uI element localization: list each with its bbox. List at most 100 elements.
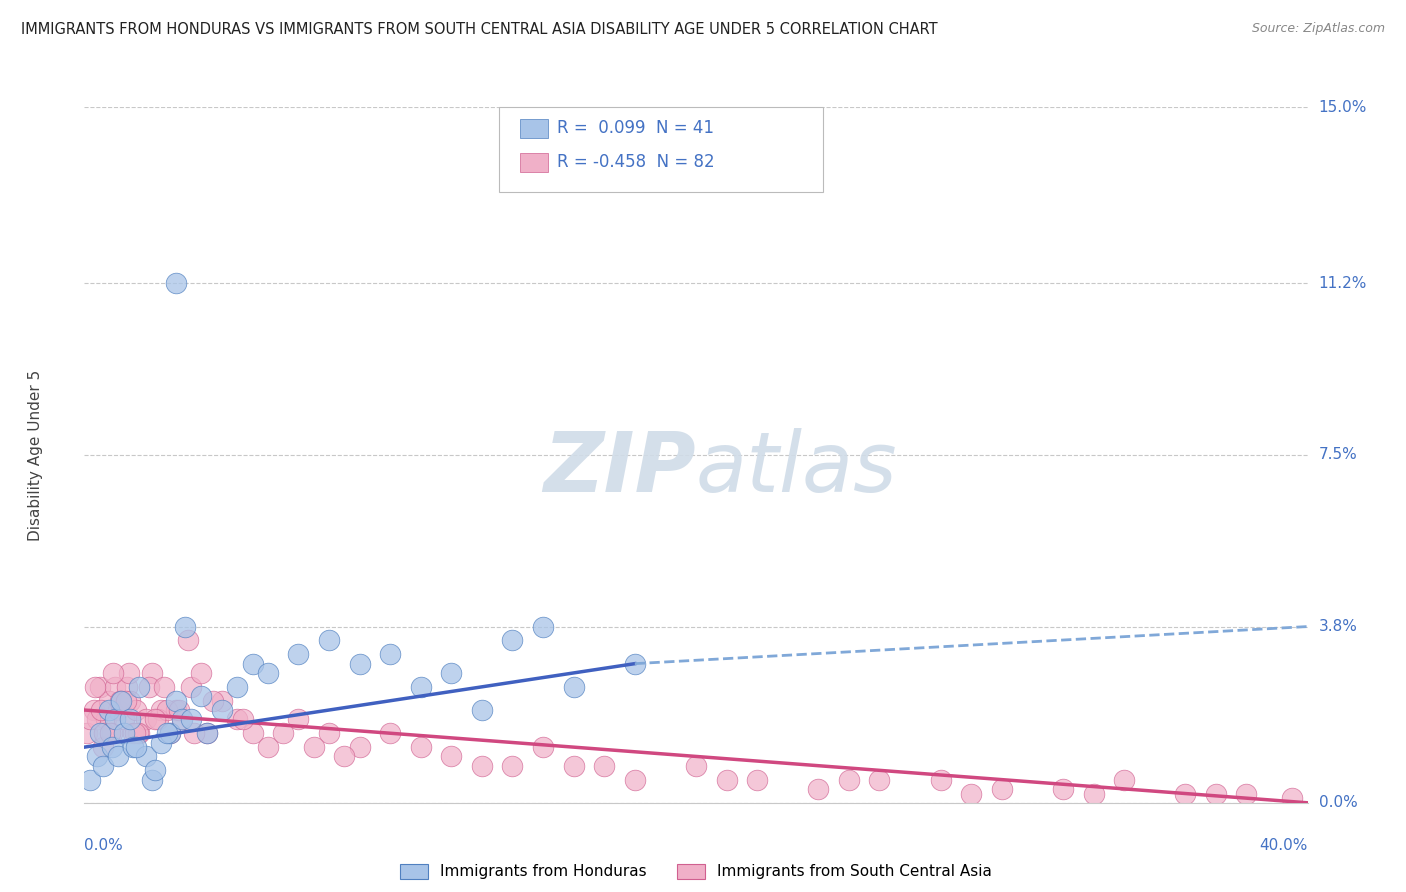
Text: R = -0.458  N = 82: R = -0.458 N = 82 — [557, 153, 714, 171]
Point — [1052, 781, 1074, 796]
Point — [409, 740, 432, 755]
Point — [1281, 791, 1303, 805]
Point — [960, 787, 983, 801]
Point — [125, 703, 148, 717]
Point — [380, 648, 402, 662]
Point — [929, 772, 952, 787]
Point — [94, 712, 117, 726]
Point — [143, 712, 166, 726]
Point — [153, 680, 176, 694]
Point — [257, 740, 280, 755]
Point — [502, 633, 524, 648]
Point — [747, 772, 769, 787]
Point — [101, 726, 124, 740]
Point — [471, 703, 494, 717]
Point — [159, 726, 181, 740]
Point — [242, 657, 264, 671]
Point — [86, 749, 108, 764]
Text: R =  0.099  N = 41: R = 0.099 N = 41 — [557, 119, 714, 136]
Point — [287, 648, 309, 662]
Point — [172, 712, 194, 726]
Point — [91, 758, 114, 772]
Point — [84, 680, 107, 694]
Point — [91, 740, 114, 755]
Text: 7.5%: 7.5% — [1319, 448, 1357, 462]
Point — [120, 694, 142, 708]
Point — [180, 680, 202, 694]
Point — [302, 740, 325, 755]
Point — [172, 712, 194, 726]
Point — [76, 726, 98, 740]
Point — [125, 740, 148, 755]
Point — [562, 680, 585, 694]
Point — [97, 694, 120, 708]
Point — [232, 712, 254, 726]
Point — [409, 680, 432, 694]
Point — [149, 703, 172, 717]
Text: 11.2%: 11.2% — [1319, 276, 1367, 291]
Point — [107, 703, 129, 717]
Point — [180, 712, 202, 726]
Point — [211, 694, 233, 708]
Point — [93, 726, 115, 740]
Point — [127, 726, 149, 740]
Point — [165, 277, 187, 291]
Point — [685, 758, 707, 772]
Point — [869, 772, 891, 787]
Point — [174, 619, 197, 633]
Point — [103, 665, 125, 680]
Point — [471, 758, 494, 772]
Point — [562, 758, 585, 772]
Point — [141, 772, 163, 787]
Point — [156, 703, 179, 717]
Point — [1083, 787, 1105, 801]
Text: ZIP: ZIP — [543, 428, 696, 509]
Point — [716, 772, 738, 787]
Point — [242, 726, 264, 740]
Point — [122, 740, 145, 755]
Point — [135, 712, 157, 726]
Point — [349, 740, 371, 755]
Text: atlas: atlas — [696, 428, 897, 509]
Point — [190, 689, 212, 703]
Point — [138, 680, 160, 694]
Point — [593, 758, 616, 772]
Point — [380, 726, 402, 740]
Point — [156, 726, 179, 740]
Point — [531, 619, 554, 633]
Point — [86, 712, 108, 726]
Point — [838, 772, 860, 787]
Point — [1236, 787, 1258, 801]
Point — [318, 726, 340, 740]
Point — [226, 680, 249, 694]
Point — [112, 712, 135, 726]
Point — [195, 726, 218, 740]
Point — [183, 726, 205, 740]
Point — [226, 712, 249, 726]
Point — [1205, 787, 1227, 801]
Text: 40.0%: 40.0% — [1260, 838, 1308, 853]
Point — [122, 726, 145, 740]
Point — [110, 694, 132, 708]
Point — [110, 694, 132, 708]
Point — [104, 712, 127, 726]
Point — [165, 694, 187, 708]
Text: 0.0%: 0.0% — [84, 838, 124, 853]
Point — [440, 749, 463, 764]
Point — [83, 703, 105, 717]
Point — [333, 749, 356, 764]
Point — [112, 726, 135, 740]
Point — [149, 735, 172, 749]
Point — [159, 726, 181, 740]
Point — [167, 703, 190, 717]
Point — [97, 703, 120, 717]
Point — [318, 633, 340, 648]
Point — [128, 680, 150, 694]
Point — [201, 694, 224, 708]
Point — [349, 657, 371, 671]
Text: IMMIGRANTS FROM HONDURAS VS IMMIGRANTS FROM SOUTH CENTRAL ASIA DISABILITY AGE UN: IMMIGRANTS FROM HONDURAS VS IMMIGRANTS F… — [21, 22, 938, 37]
Point — [531, 740, 554, 755]
Text: 0.0%: 0.0% — [1319, 796, 1357, 810]
Point — [128, 726, 150, 740]
Point — [624, 772, 647, 787]
